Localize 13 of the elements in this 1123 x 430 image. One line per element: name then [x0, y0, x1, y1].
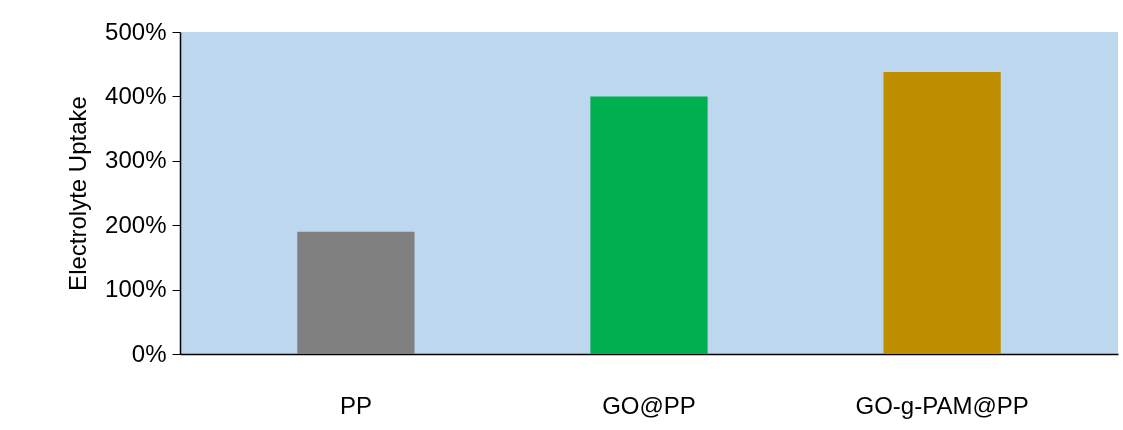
x-tick-label: GO@PP: [602, 391, 696, 419]
y-axis-title: Electrolyte Uptake: [64, 96, 92, 291]
y-tick-label: 100%: [105, 275, 167, 303]
y-tick-label: 200%: [105, 210, 167, 238]
bar: [883, 71, 1001, 354]
y-tick-label: 500%: [105, 17, 167, 45]
y-tick-label: 400%: [105, 81, 167, 109]
y-tick-label: 0%: [131, 339, 167, 367]
y-tick-label: 300%: [105, 146, 167, 174]
bar: [297, 231, 415, 354]
x-tick-label: GO-g-PAM@PP: [855, 391, 1029, 419]
bar: [590, 96, 708, 354]
x-tick-label: PP: [339, 391, 372, 419]
